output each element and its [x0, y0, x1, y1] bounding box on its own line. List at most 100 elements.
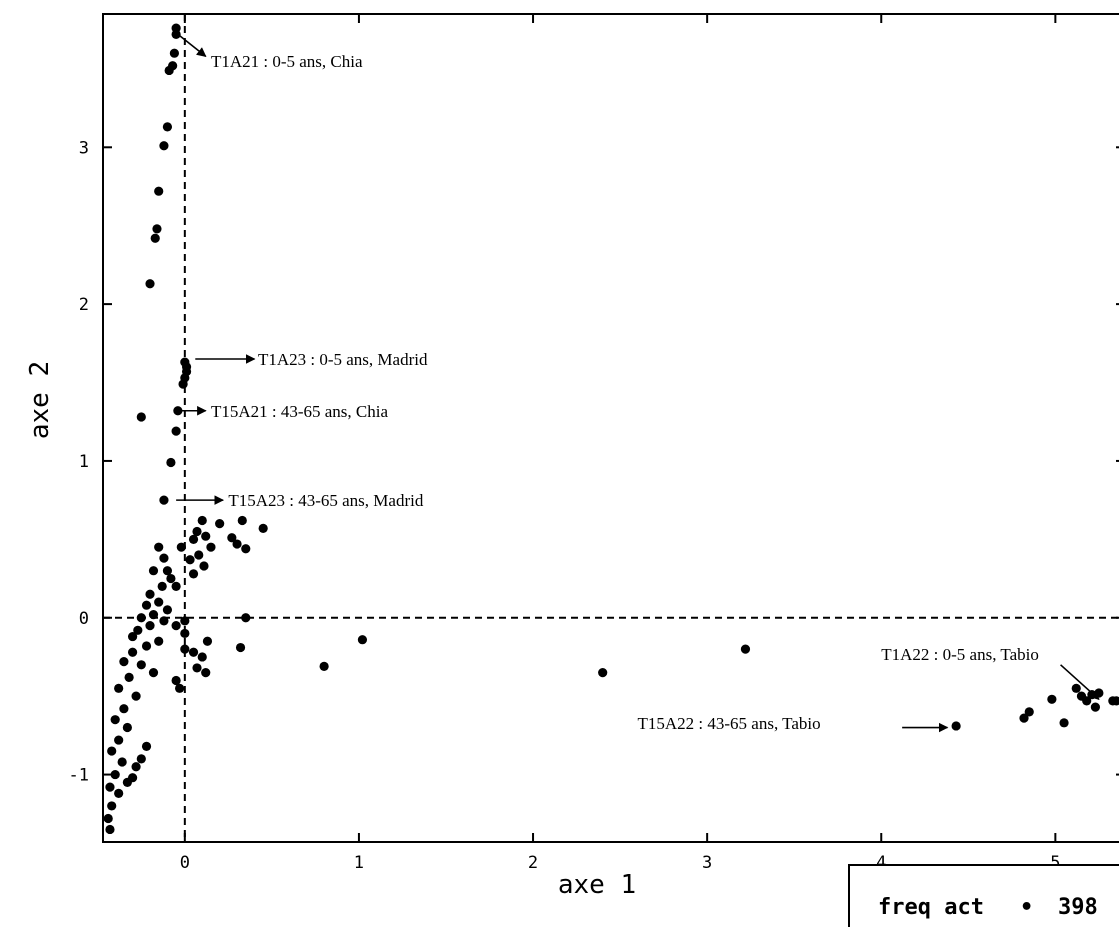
legend-count: 398 [1058, 895, 1098, 920]
data-point [162, 122, 173, 132]
data-point [1019, 713, 1029, 723]
data-point [176, 542, 186, 552]
data-point [241, 544, 251, 554]
x-tick-label: 1 [354, 853, 364, 873]
data-point [162, 605, 173, 615]
data-point [148, 668, 159, 678]
data-point [131, 762, 141, 772]
x-tick-label: 2 [528, 853, 538, 873]
data-point [171, 581, 181, 591]
annotation-label: T15A23 : 43-65 ans, Madrid [228, 491, 424, 510]
data-point [136, 613, 146, 623]
x-tick-label: 3 [702, 853, 712, 873]
data-point [110, 715, 120, 725]
data-point [136, 412, 146, 422]
data-point [171, 620, 181, 631]
data-point [114, 788, 124, 798]
data-point [192, 526, 202, 537]
annotation-label: T1A21 : 0-5 ans, Chia [211, 52, 363, 71]
data-point [105, 782, 115, 792]
data-point [162, 566, 173, 576]
data-point [235, 642, 246, 653]
annotation-arrow [1060, 664, 1100, 700]
data-point [145, 589, 155, 599]
data-point [122, 722, 132, 733]
data-point [159, 141, 169, 151]
data-point [145, 620, 155, 631]
data-point [136, 754, 146, 764]
y-tick-label: 3 [79, 138, 89, 158]
data-point [188, 647, 199, 657]
data-point [1047, 694, 1057, 704]
x-tick-label: 0 [180, 853, 190, 873]
data-point [122, 777, 132, 788]
data-point [1024, 707, 1034, 717]
data-point [185, 555, 195, 565]
data-point [171, 675, 181, 686]
x-tick-label: 5 [1050, 853, 1060, 873]
data-point [194, 550, 204, 560]
data-point [241, 613, 251, 623]
data-point [215, 519, 225, 529]
data-point [197, 652, 207, 662]
annotation-label: T15A21 : 43-65 ans, Chia [211, 402, 389, 421]
data-point [164, 65, 174, 76]
data-point [159, 553, 169, 563]
data-point [188, 569, 199, 579]
data-point [119, 657, 129, 667]
data-point [114, 735, 124, 745]
data-point [157, 581, 167, 591]
data-point [127, 647, 138, 657]
data-point [598, 668, 608, 678]
plot-frame [102, 13, 1119, 843]
data-point [107, 801, 117, 811]
data-point [1082, 696, 1092, 706]
data-point [110, 769, 120, 780]
data-point [171, 426, 181, 436]
data-point [152, 224, 162, 234]
data-point [119, 704, 129, 714]
x-tick-label: 4 [876, 853, 886, 873]
data-point [154, 636, 164, 646]
data-point [169, 48, 179, 58]
data-point [127, 631, 138, 642]
data-point [166, 573, 176, 584]
data-point [114, 683, 124, 693]
legend-marker: • [1020, 895, 1033, 920]
data-point [117, 757, 127, 767]
data-point [201, 531, 211, 541]
data-point [145, 279, 155, 289]
data-point [178, 379, 188, 389]
data-point [133, 625, 143, 635]
data-point [105, 824, 115, 835]
data-point [180, 628, 190, 639]
data-point [192, 663, 202, 673]
y-tick-label: 0 [79, 609, 89, 629]
legend-box [848, 864, 1119, 927]
data-point [141, 741, 152, 751]
data-point [154, 597, 164, 607]
legend-label: freq act [878, 895, 984, 920]
annotation-arrow [175, 32, 207, 57]
data-point [319, 661, 329, 671]
annotation-label: T15A22 : 43-65 ans, Tabio [638, 714, 821, 733]
data-point [148, 610, 159, 620]
data-point [237, 515, 247, 526]
data-point [951, 721, 961, 731]
data-point [141, 641, 152, 651]
data-point [201, 668, 211, 678]
data-point [124, 672, 134, 682]
data-point [159, 495, 169, 505]
data-point [150, 233, 160, 243]
data-point [202, 636, 213, 646]
data-point [232, 539, 242, 549]
data-point [154, 542, 164, 552]
data-point [175, 683, 185, 693]
data-point [131, 691, 141, 701]
data-point [1111, 696, 1119, 706]
data-point [166, 457, 176, 468]
data-point [1071, 683, 1081, 693]
legend: freq act • 398 [848, 864, 1119, 927]
data-point [107, 746, 117, 756]
